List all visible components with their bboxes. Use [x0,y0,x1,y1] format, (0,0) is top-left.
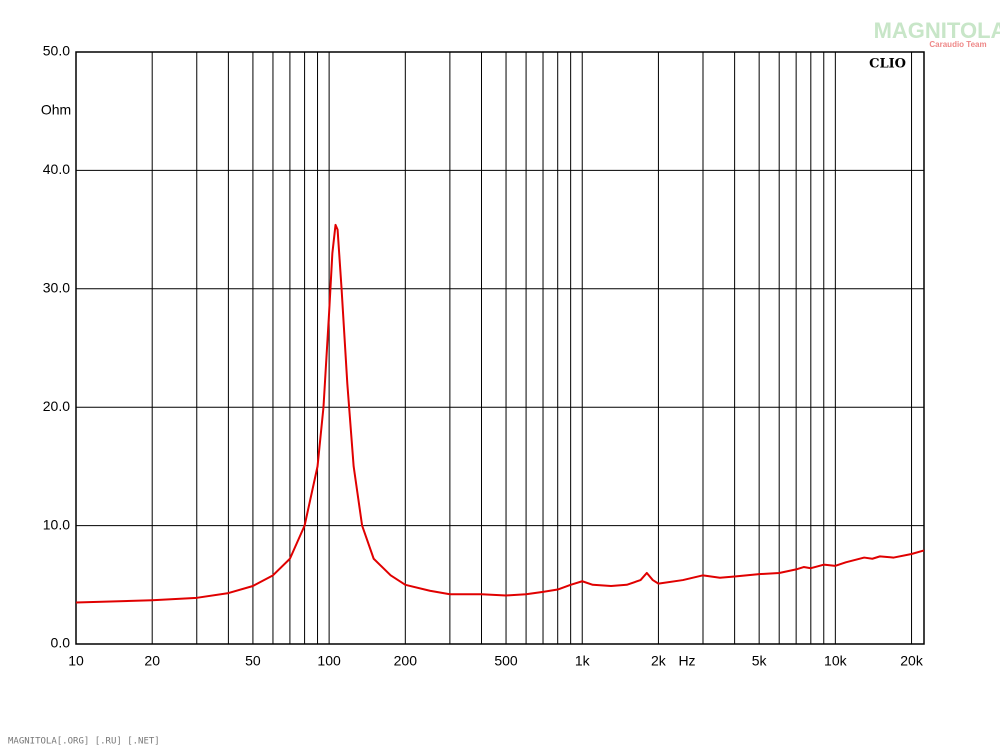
footer: MAGNITOLA[.ORG] [.RU] [.NET] [8,737,160,747]
y-tick-label: 40.0 [43,161,70,177]
y-tick-label: 10.0 [43,516,70,532]
x-tick-label: 5k [752,653,768,669]
x-tick-label: 500 [494,653,518,669]
x-tick-label: 20 [144,653,160,669]
annotation: CLIO [869,57,906,72]
y-tick-label: 50.0 [43,43,70,59]
x-tick-label: 10k [824,653,848,669]
watermark: MAGNITOLA [874,18,1000,43]
y-tick-label: 30.0 [43,280,70,296]
x-tick-label: 50 [245,653,261,669]
plot-border [75,51,925,645]
y-tick-label: 20.0 [43,398,70,414]
x-tick-label: 2k [651,653,667,669]
plot-area [76,52,924,644]
x-tick-label: 1k [575,653,591,669]
y-axis-label: Ohm [41,102,71,118]
x-axis-label: Hz [678,653,695,669]
x-tick-label: 200 [394,653,418,669]
x-tick-label: 100 [317,653,341,669]
y-tick-label: 0.0 [51,635,71,651]
x-tick-label: 10 [68,653,84,669]
impedance-line [75,223,925,604]
x-tick-label: 20k [900,653,924,669]
watermark-sub: Caraudio Team [929,40,986,49]
